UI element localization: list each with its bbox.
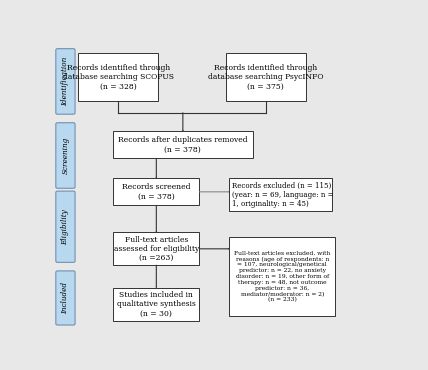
Text: Records excluded (n = 115)
(year: n = 69, language: n =
1, originality: n = 45): Records excluded (n = 115) (year: n = 69… [232, 181, 333, 208]
Text: Eligibility: Eligibility [62, 209, 69, 245]
Text: Records identified through
database searching PsycINFO
(n = 375): Records identified through database sear… [208, 64, 324, 90]
FancyBboxPatch shape [113, 178, 199, 205]
FancyBboxPatch shape [113, 131, 253, 158]
Text: Records identified through
database searching SCOPUS
(n = 328): Records identified through database sear… [62, 64, 174, 90]
Text: Full-text articles excluded, with
reasons (age of respondents: n
= 107, neurolog: Full-text articles excluded, with reason… [234, 250, 330, 303]
FancyBboxPatch shape [229, 237, 336, 316]
FancyBboxPatch shape [226, 53, 306, 101]
Text: Studies included in
qualitative synthesis
(n = 30): Studies included in qualitative synthesi… [117, 291, 196, 317]
FancyBboxPatch shape [56, 271, 75, 325]
FancyBboxPatch shape [229, 178, 332, 211]
FancyBboxPatch shape [56, 191, 75, 262]
FancyBboxPatch shape [113, 232, 199, 265]
Text: Records screened
(n = 378): Records screened (n = 378) [122, 183, 190, 201]
FancyBboxPatch shape [56, 49, 75, 114]
Text: Identification: Identification [62, 57, 69, 106]
FancyBboxPatch shape [78, 53, 158, 101]
Text: Screening: Screening [62, 137, 69, 174]
Text: Records after duplicates removed
(n = 378): Records after duplicates removed (n = 37… [118, 136, 248, 154]
FancyBboxPatch shape [56, 123, 75, 188]
FancyBboxPatch shape [113, 288, 199, 321]
Text: Included: Included [62, 282, 69, 314]
Text: Full-text articles
assessed for eligibility
(n =263): Full-text articles assessed for eligibil… [114, 236, 199, 262]
